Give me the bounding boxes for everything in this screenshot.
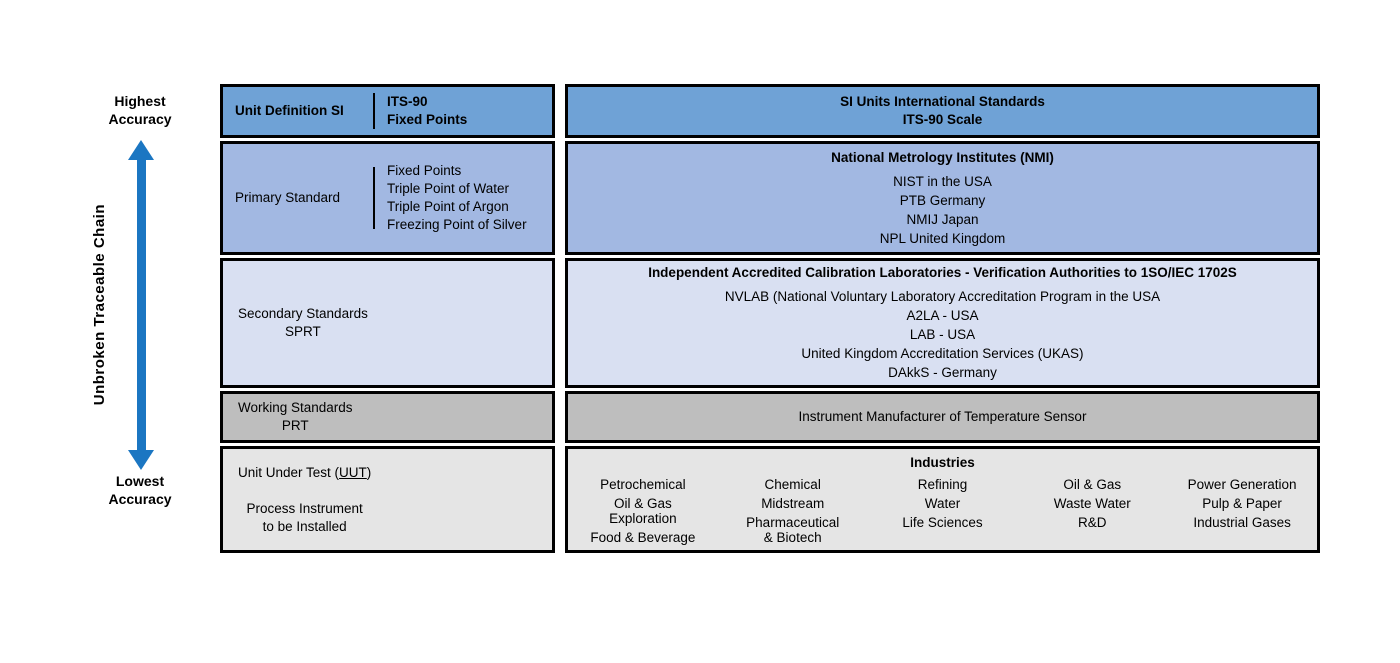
uut-abbrev: UUT xyxy=(339,464,367,480)
industry-item: Petrochemical xyxy=(600,477,686,492)
industries-title: Industries xyxy=(910,455,975,470)
unit-definition-si-box: Unit Definition SI ITS-90 Fixed Points xyxy=(220,84,555,138)
nmi-box: National Metrology Institutes (NMI) NIST… xyxy=(565,141,1320,255)
industry-item: Refining xyxy=(917,477,968,492)
arrow-down-icon xyxy=(128,450,154,470)
highest-accuracy-label: Highest Accuracy xyxy=(108,93,172,127)
primary-standard-detail: Fixed Points Triple Point of Water Tripl… xyxy=(387,163,527,232)
working-standards-box: Working Standards PRT xyxy=(220,391,555,443)
industries-column-4: Oil & Gas Waste Water R&D xyxy=(1017,473,1167,534)
accredited-labs-title: Independent Accredited Calibration Labor… xyxy=(648,265,1237,280)
working-standards-text: Working Standards PRT xyxy=(238,400,353,433)
industries-column-1: Petrochemical Oil & Gas Exploration Food… xyxy=(568,473,718,549)
industry-item: Pharmaceutical & Biotech xyxy=(746,515,840,545)
industry-item: Pulp & Paper xyxy=(1202,496,1282,511)
industry-item: Industrial Gases xyxy=(1193,515,1291,530)
industry-item: Waste Water xyxy=(1053,496,1131,511)
industries-column-5: Power Generation Pulp & Paper Industrial… xyxy=(1167,473,1317,534)
unit-under-test-text: Unit Under Test (UUT) Process Instrument… xyxy=(238,446,371,554)
si-units-standards-text: SI Units International Standards ITS-90 … xyxy=(840,94,1045,127)
uut-suffix: ) xyxy=(366,464,372,480)
uut-rest: Process Instrument to be Installed xyxy=(246,500,363,534)
industry-item: Oil & Gas xyxy=(1063,477,1122,492)
lowest-accuracy-label: Lowest Accuracy xyxy=(108,473,172,507)
primary-standard-title: Primary Standard xyxy=(235,190,341,205)
unit-definition-detail: ITS-90 Fixed Points xyxy=(387,94,468,127)
divider-line xyxy=(373,166,375,230)
divider-line xyxy=(373,92,375,130)
industries-box: Industries Petrochemical Oil & Gas Explo… xyxy=(565,446,1320,553)
nmi-items: NIST in the USA PTB Germany NMIJ Japan N… xyxy=(879,173,1006,246)
arrow-up-icon xyxy=(128,140,154,160)
industries-columns: Petrochemical Oil & Gas Exploration Food… xyxy=(568,449,1317,550)
unbroken-traceable-chain-text: Unbroken Traceable Chain xyxy=(91,204,108,406)
primary-standard-box: Primary Standard Fixed Points Triple Poi… xyxy=(220,141,555,255)
secondary-standards-text: Secondary Standards SPRT xyxy=(238,306,368,339)
industry-item: Midstream xyxy=(761,496,825,511)
industry-item: Chemical xyxy=(764,477,821,492)
accredited-labs-items: NVLAB (National Voluntary Laboratory Acc… xyxy=(724,289,1161,380)
industry-item: Water xyxy=(924,496,961,511)
instrument-manufacturer-text: Instrument Manufacturer of Temperature S… xyxy=(798,409,1087,424)
unit-definition-title: Unit Definition SI xyxy=(235,103,344,118)
industry-item: Oil & Gas Exploration xyxy=(609,496,677,526)
industry-item: R&D xyxy=(1078,515,1107,530)
industry-item: Power Generation xyxy=(1187,477,1297,492)
uut-prefix: Unit Under Test ( xyxy=(238,464,340,480)
instrument-manufacturer-box: Instrument Manufacturer of Temperature S… xyxy=(565,391,1320,443)
industry-item: Food & Beverage xyxy=(590,530,696,545)
industry-item: Life Sciences xyxy=(902,515,983,530)
industries-column-2: Chemical Midstream Pharmaceutical & Biot… xyxy=(718,473,868,549)
arrow-shaft xyxy=(136,160,146,450)
unbroken-traceable-chain-label: Unbroken Traceable Chain xyxy=(86,145,114,465)
secondary-standards-box: Secondary Standards SPRT xyxy=(220,258,555,388)
unit-under-test-box: Unit Under Test (UUT) Process Instrument… xyxy=(220,446,555,553)
nmi-title: National Metrology Institutes (NMI) xyxy=(831,149,1054,165)
accredited-labs-box: Independent Accredited Calibration Labor… xyxy=(565,258,1320,388)
si-units-standards-box: SI Units International Standards ITS-90 … xyxy=(565,84,1320,138)
industries-column-3: Refining Water Life Sciences xyxy=(868,473,1018,534)
uut-line: Unit Under Test (UUT) xyxy=(238,464,371,482)
traceable-chain-arrow xyxy=(128,140,154,470)
